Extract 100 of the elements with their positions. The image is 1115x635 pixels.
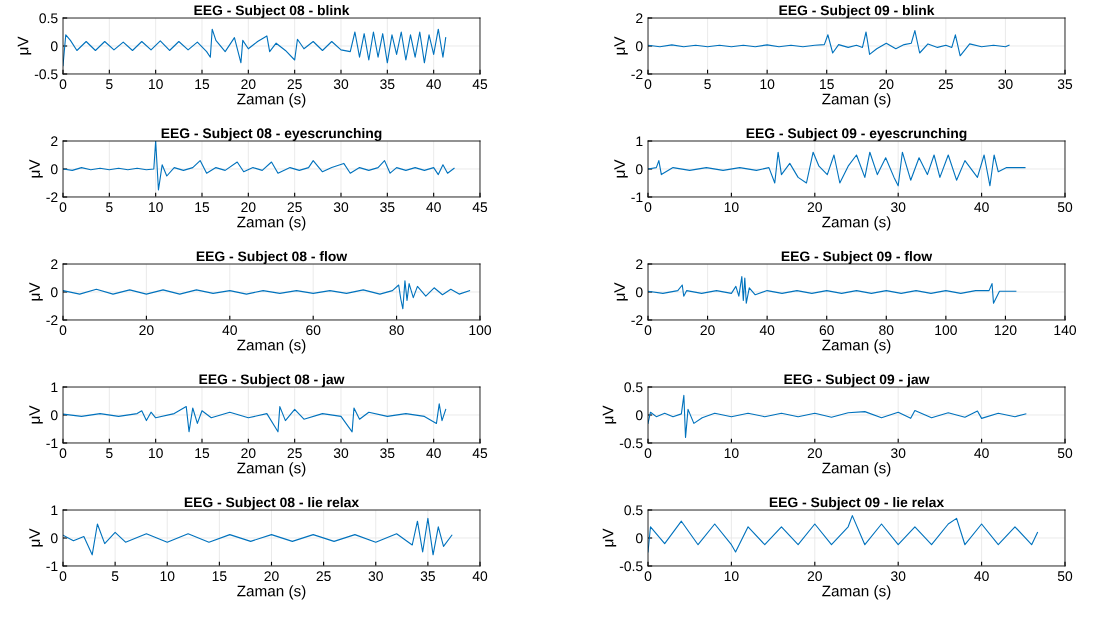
x-tick-label: 15 bbox=[195, 448, 210, 459]
line-series bbox=[63, 141, 455, 191]
x-tick-label: 10 bbox=[149, 202, 163, 213]
y-tick-label: 2 bbox=[636, 13, 643, 24]
x-tick-label: 30 bbox=[891, 202, 906, 213]
x-tick-label: 40 bbox=[222, 325, 237, 336]
y-tick-label: 1 bbox=[51, 382, 58, 393]
x-tick-label: 100 bbox=[469, 325, 492, 336]
chart-title: EEG - Subject 08 - lie relax bbox=[184, 497, 360, 510]
x-tick-label: 0 bbox=[644, 448, 652, 459]
y-tick-label: 2 bbox=[51, 136, 58, 147]
y-tick-label: 0 bbox=[635, 41, 643, 52]
x-tick-label: 80 bbox=[389, 325, 404, 336]
x-tick-label: 50 bbox=[1057, 202, 1073, 213]
x-tick-label: 5 bbox=[106, 79, 113, 90]
x-tick-label: 35 bbox=[420, 571, 436, 582]
x-tick-label: 40 bbox=[472, 571, 488, 582]
x-tick-label: 30 bbox=[891, 448, 906, 459]
y-tick-label: -2 bbox=[46, 192, 58, 203]
chart-title: EEG - Subject 09 - eyescrunching bbox=[746, 127, 967, 141]
chart-title: EEG - Subject 08 - jaw bbox=[199, 374, 345, 387]
x-tick-label: 25 bbox=[287, 79, 302, 90]
y-tick-label: 2 bbox=[51, 259, 58, 270]
x-tick-label: 20 bbox=[241, 202, 256, 213]
x-tick-label: 50 bbox=[1057, 448, 1073, 459]
y-tick-label: -2 bbox=[631, 315, 643, 326]
x-tick-label: 5 bbox=[111, 571, 119, 582]
y-axis-title: μV bbox=[29, 405, 43, 424]
x-tick-label: 30 bbox=[998, 79, 1013, 90]
x-tick-label: 20 bbox=[241, 448, 256, 459]
x-tick-label: 10 bbox=[724, 448, 739, 459]
y-tick-label: -1 bbox=[46, 561, 58, 572]
x-tick-label: 20 bbox=[879, 79, 894, 90]
x-tick-label: 120 bbox=[994, 325, 1017, 336]
x-tick-label: 30 bbox=[368, 571, 383, 582]
x-axis-title: Zaman (s) bbox=[822, 585, 891, 600]
y-axis-title: μV bbox=[29, 282, 43, 301]
x-axis-title: Zaman (s) bbox=[237, 93, 306, 108]
x-tick-label: 40 bbox=[759, 325, 775, 336]
y-tick-label: -2 bbox=[631, 69, 643, 80]
x-tick-label: 30 bbox=[333, 202, 349, 213]
y-axis-title: μV bbox=[17, 36, 32, 55]
x-tick-label: 40 bbox=[426, 202, 441, 213]
x-tick-label: 40 bbox=[974, 571, 989, 582]
x-tick-label: 0 bbox=[644, 325, 652, 336]
y-tick-label: -0.5 bbox=[34, 69, 58, 80]
x-axis-title: Zaman (s) bbox=[237, 339, 306, 354]
x-tick-label: 40 bbox=[974, 448, 989, 459]
y-axis-title: μV bbox=[602, 528, 617, 547]
y-tick-label: 0 bbox=[50, 533, 58, 544]
x-tick-label: 5 bbox=[704, 79, 711, 90]
line-series bbox=[648, 515, 1039, 553]
x-axis-title: Zaman (s) bbox=[822, 462, 891, 477]
x-tick-label: 10 bbox=[149, 79, 163, 90]
line-series bbox=[63, 280, 471, 310]
x-tick-label: 20 bbox=[264, 571, 279, 582]
y-tick-label: -2 bbox=[46, 315, 58, 326]
y-axis-title: μV bbox=[614, 159, 628, 178]
line-series bbox=[648, 394, 1027, 438]
y-tick-label: 1 bbox=[51, 505, 58, 516]
chart-title: EEG - Subject 09 - blink bbox=[779, 5, 935, 18]
x-tick-label: 35 bbox=[1057, 79, 1073, 90]
x-axis-title: Zaman (s) bbox=[822, 216, 891, 231]
x-tick-label: 20 bbox=[807, 448, 822, 459]
x-tick-label: 20 bbox=[807, 202, 822, 213]
line-series bbox=[648, 151, 1026, 187]
x-tick-label: 0 bbox=[644, 571, 652, 582]
x-tick-label: 45 bbox=[472, 202, 488, 213]
chart-title: EEG - Subject 08 - flow bbox=[196, 251, 348, 264]
x-tick-label: 15 bbox=[212, 571, 227, 582]
x-tick-label: 20 bbox=[807, 571, 822, 582]
x-tick-label: 10 bbox=[724, 202, 739, 213]
y-tick-label: 0 bbox=[50, 410, 58, 421]
y-axis-title: μV bbox=[29, 528, 43, 547]
chart-title: EEG - Subject 08 - eyescrunching bbox=[161, 127, 382, 141]
x-tick-label: 10 bbox=[760, 79, 775, 90]
x-tick-label: 0 bbox=[59, 448, 67, 459]
y-axis-title: μV bbox=[614, 282, 628, 301]
y-tick-label: 0.5 bbox=[624, 505, 643, 516]
x-tick-label: 5 bbox=[106, 202, 113, 213]
y-tick-label: 0 bbox=[635, 164, 643, 175]
y-tick-label: 0 bbox=[50, 287, 58, 298]
chart-title: EEG - Subject 09 - lie relax bbox=[769, 497, 945, 510]
x-tick-label: 25 bbox=[938, 79, 953, 90]
x-tick-label: 35 bbox=[380, 202, 395, 213]
x-tick-label: 10 bbox=[724, 571, 739, 582]
y-tick-label: -0.5 bbox=[619, 438, 643, 449]
x-tick-label: 35 bbox=[380, 448, 395, 459]
x-tick-label: 45 bbox=[472, 79, 488, 90]
x-tick-label: 25 bbox=[287, 202, 302, 213]
x-tick-label: 20 bbox=[241, 79, 256, 90]
x-tick-label: 30 bbox=[333, 79, 349, 90]
x-axis-title: Zaman (s) bbox=[237, 216, 306, 231]
x-tick-label: 60 bbox=[306, 325, 321, 336]
x-tick-label: 15 bbox=[195, 202, 210, 213]
x-tick-label: 5 bbox=[106, 448, 113, 459]
y-tick-label: -1 bbox=[631, 192, 643, 203]
x-tick-label: 0 bbox=[59, 79, 67, 90]
y-tick-label: 1 bbox=[636, 136, 643, 147]
y-tick-label: 0.5 bbox=[39, 13, 58, 24]
